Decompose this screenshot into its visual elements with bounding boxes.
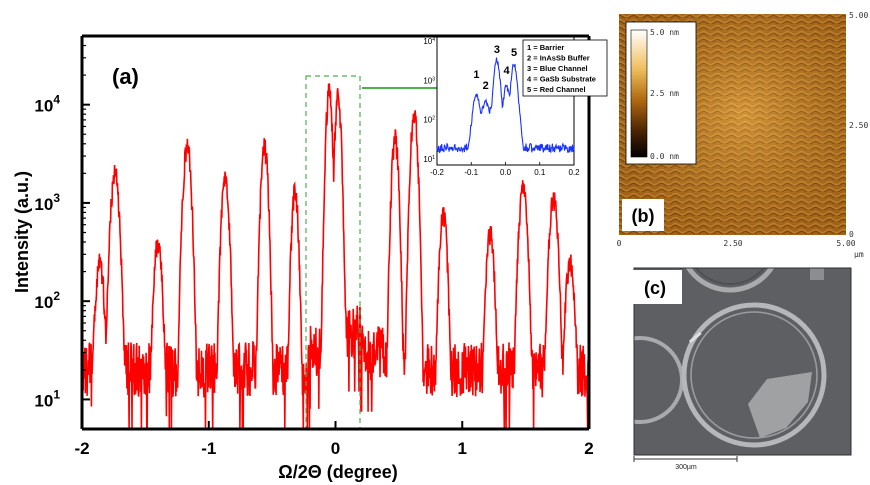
inset-y-tick-base: 10 <box>423 155 432 164</box>
inset-x-tick-group: -0.2 -0.1 0.0 0.1 0.2 <box>430 162 580 177</box>
afm-scale-bottom: 0.0 nm <box>650 152 679 161</box>
afm-colorbar <box>630 29 648 158</box>
y-tick-label: 101 <box>34 387 60 410</box>
afm-scale-mid: 2.5 nm <box>650 89 679 98</box>
sem-image-frame <box>633 267 852 456</box>
y-tick-base: 10 <box>34 97 53 116</box>
inset-y-tick-base: 10 <box>423 116 432 125</box>
inset-intensity-line <box>436 57 575 154</box>
xrd-intensity-line <box>81 83 590 430</box>
sem-corner-pad <box>810 268 824 280</box>
y-tick-base: 10 <box>34 391 53 410</box>
inset-y-tick-exp: 2 <box>432 116 435 122</box>
y-tick-exp: 3 <box>53 191 60 205</box>
afm-x-label-mid: 2.50 <box>723 239 742 248</box>
inset-legend-entry: 4 = GaSb Substrate <box>527 75 596 84</box>
x-axis-label: Ω/2Θ (degree) <box>278 462 397 482</box>
inset-legend-entry: 1 = Barrier <box>527 43 564 52</box>
inset-y-tick-base: 10 <box>423 37 432 46</box>
sem-ring-main-inner <box>690 311 818 439</box>
inset-legend-box <box>522 39 608 97</box>
xrd-series-group <box>81 83 590 430</box>
inset-y-tick-exp: 4 <box>432 37 435 43</box>
inset-peak-label: 3 <box>494 44 500 56</box>
inset-peak-label: 2 <box>483 80 489 92</box>
inset-x-tick-label: -0.1 <box>464 168 478 177</box>
inset-y-tick-label: 104 <box>423 37 435 46</box>
sem-ring-top <box>685 268 775 293</box>
y-tick-exp: 4 <box>53 93 60 107</box>
x-tick-label: 1 <box>458 439 467 458</box>
afm-image-panel: 5.0 nm 2.5 nm 0.0 nm (b) 0 2.50 5.00 5.0… <box>617 11 869 259</box>
x-tick-label: -2 <box>74 439 89 458</box>
y-axis-label: Intensity (a.u.) <box>12 171 32 293</box>
inset-legend-entry: 3 = Blue Channel <box>527 64 588 73</box>
sem-image-panel: (c) 300µm <box>628 267 852 471</box>
panel-c-label-box <box>628 270 682 304</box>
y-tick-label: 103 <box>34 191 60 214</box>
inset-y-tick-exp: 3 <box>432 76 435 82</box>
afm-scale-top: 5.0 nm <box>650 28 679 37</box>
panel-a-label: (a) <box>112 64 139 89</box>
inset-y-tick-label: 103 <box>423 76 435 85</box>
panel-b-label-box <box>622 199 664 231</box>
y-tick-label: 102 <box>34 289 60 312</box>
inset-peak-label: 1 <box>473 69 479 81</box>
sem-ring-top-inner <box>694 268 766 285</box>
afm-y-label-top: 5.00 <box>849 11 868 20</box>
y-tick-exp: 1 <box>53 387 60 401</box>
sem-contact-pad <box>748 372 812 438</box>
inset-legend-entry: 2 = InAsSb Buffer <box>527 54 590 63</box>
x-tick-label: 2 <box>584 439 593 458</box>
x-tick-group: -2 -1 0 1 2 <box>74 421 594 458</box>
inset-y-tick-label: 101 <box>423 155 435 164</box>
sem-scale-label: 300µm <box>675 464 697 471</box>
y-tick-base: 10 <box>34 195 53 214</box>
inset-y-tick-base: 10 <box>423 76 432 85</box>
inset-peak-label-group: 12 345 <box>473 44 517 92</box>
inset-peak-label: 4 <box>503 65 510 77</box>
x-tick-label: 0 <box>331 439 340 458</box>
y-tick-exp: 2 <box>53 289 60 303</box>
inset-legend-entry: 5 = Red Channel <box>527 85 586 94</box>
panel-c-label: (c) <box>644 278 666 298</box>
inset-x-tick-label: 0.2 <box>568 168 580 177</box>
inset-x-tick-label: 0.0 <box>500 168 512 177</box>
inset-peak-label: 5 <box>511 47 517 59</box>
inset-x-tick-label: 0.1 <box>534 168 546 177</box>
y-tick-label: 104 <box>34 93 60 116</box>
panel-b-label: (b) <box>632 206 655 226</box>
sem-ring-highlight <box>688 331 702 344</box>
afm-x-label-end: 5.00 <box>836 239 855 248</box>
afm-y-label-mid: 2.50 <box>849 121 868 130</box>
afm-x-label-0: 0 <box>617 239 622 248</box>
inset-x-tick-label: -0.2 <box>430 168 444 177</box>
inset-y-tick-label: 102 <box>423 116 435 125</box>
sem-ring-main <box>681 302 827 448</box>
inset-series-group <box>436 57 575 154</box>
afm-y-label-bottom: 0 <box>849 230 854 239</box>
y-tick-base: 10 <box>34 293 53 312</box>
x-tick-label: -1 <box>201 439 216 458</box>
afm-unit-label: µm <box>854 250 864 259</box>
inset-y-tick-exp: 1 <box>432 155 435 161</box>
